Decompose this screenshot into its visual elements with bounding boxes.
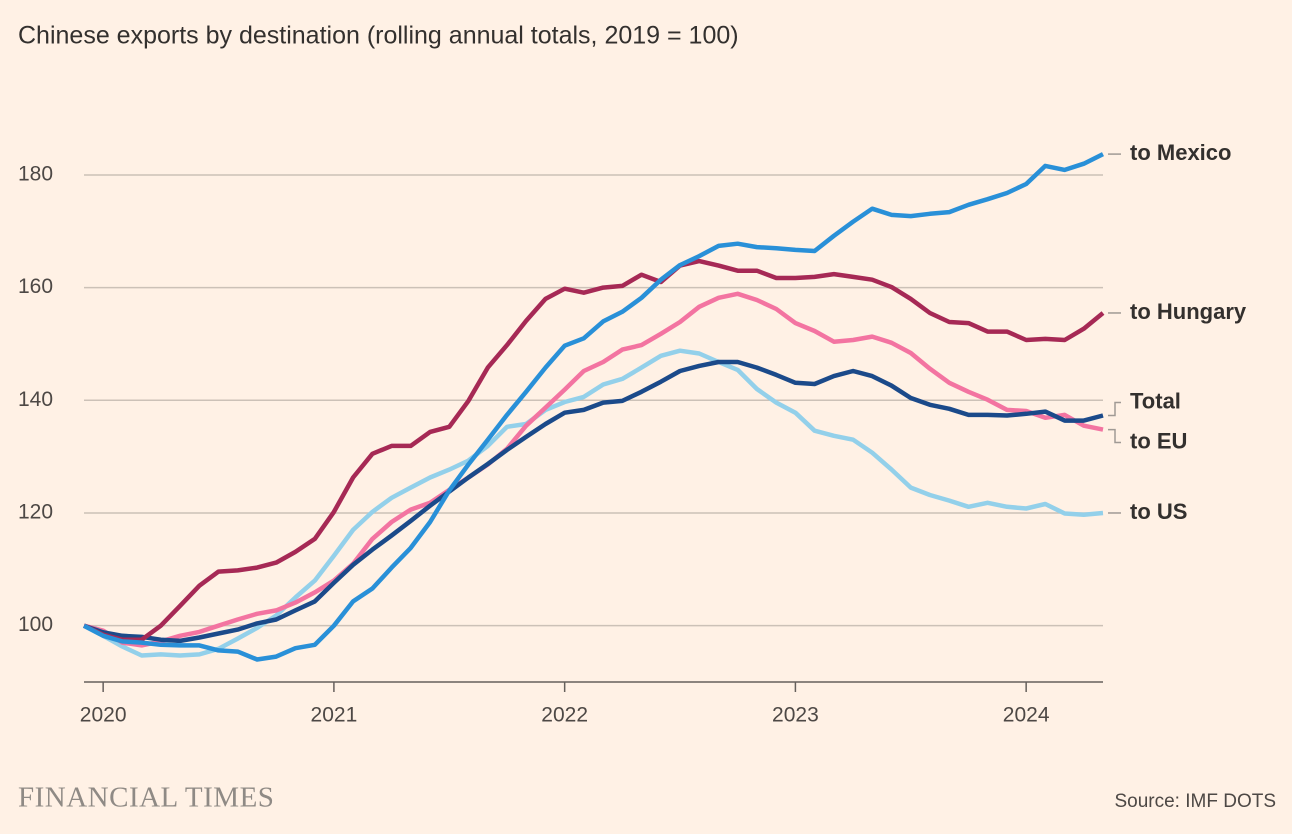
series-line (83, 291, 1104, 648)
y-tick-label: 160 (18, 275, 53, 298)
x-tick-label: 2021 (311, 704, 358, 727)
y-tick-label: 140 (18, 388, 53, 411)
legend-label: to US (1130, 499, 1187, 524)
series-line (83, 359, 1104, 644)
brand: FINANCIAL TIMES (18, 782, 274, 814)
x-tick-label: 2020 (80, 704, 127, 727)
series-line (82, 348, 1104, 658)
label-connector (1108, 401, 1121, 417)
x-tick-label: 2024 (1003, 704, 1050, 727)
y-tick-label: 100 (18, 613, 53, 636)
x-tick-label: 2022 (541, 704, 588, 727)
source: Source: IMF DOTS (1114, 791, 1276, 812)
legend-label: to EU (1130, 428, 1187, 453)
legend-label: to Hungary (1130, 299, 1247, 324)
series-line (82, 152, 1105, 662)
label-connector (1108, 428, 1121, 444)
y-tick-label: 120 (18, 501, 53, 524)
legend-label: to Mexico (1130, 140, 1231, 165)
series-line (83, 258, 1105, 642)
chart-title: Chinese exports by destination (rolling … (18, 22, 739, 50)
legend-label: Total (1130, 388, 1181, 413)
y-tick-label: 180 (18, 162, 53, 185)
x-tick-label: 2023 (772, 704, 819, 727)
